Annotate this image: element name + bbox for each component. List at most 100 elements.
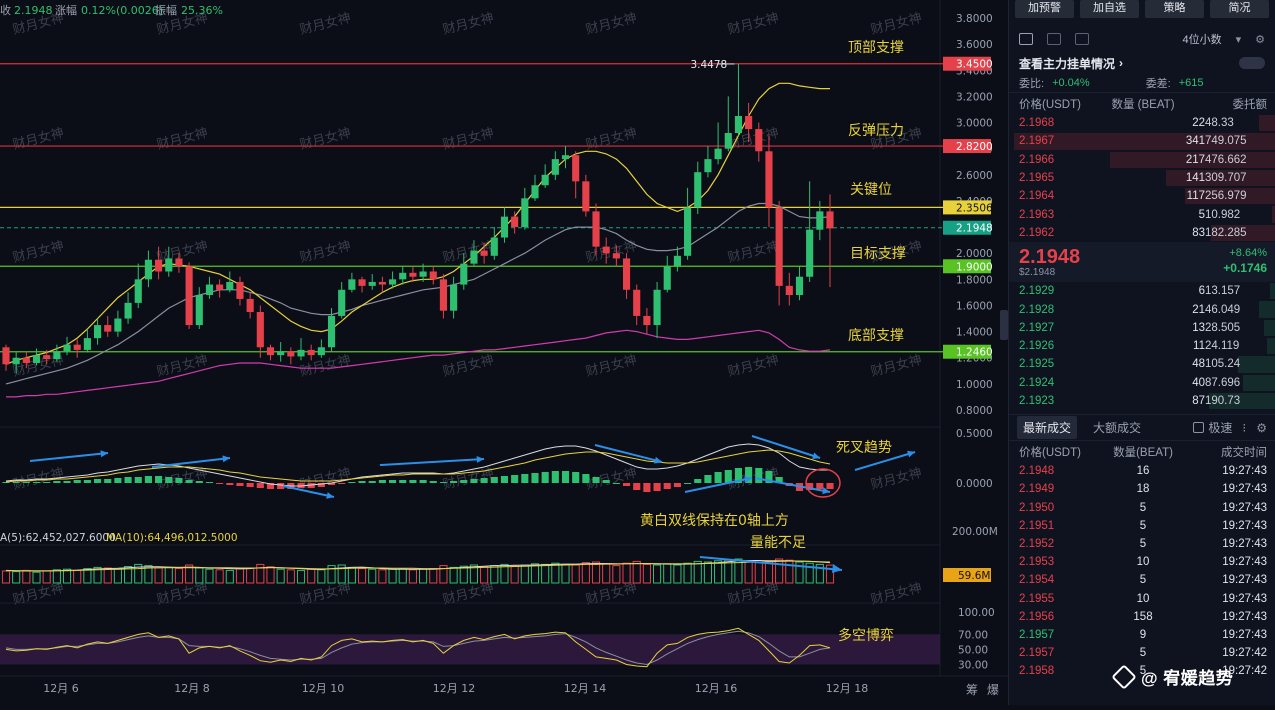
trade-qty: 9 bbox=[1102, 629, 1185, 641]
gear-icon[interactable]: ⚙ bbox=[1255, 33, 1265, 46]
asks-only-icon[interactable] bbox=[1075, 33, 1089, 45]
orderbook-header[interactable]: 查看主力挂单情况 › bbox=[1009, 52, 1275, 74]
trade-time: 19:27:43 bbox=[1184, 593, 1267, 605]
macd-bar bbox=[186, 480, 193, 483]
macd-bar bbox=[13, 482, 20, 483]
trade-qty: 10 bbox=[1102, 556, 1185, 568]
candle-body bbox=[155, 260, 162, 272]
trade-price: 2.1957 bbox=[1019, 629, 1102, 641]
candle-body bbox=[63, 345, 70, 352]
col-trade-time[interactable]: 成交时间 bbox=[1184, 444, 1267, 460]
trade-price: 2.1950 bbox=[1019, 502, 1102, 514]
chart-canvas[interactable]: 财月女神财月女神财月女神财月女神财月女神财月女神财月女神财月女神财月女神财月女神… bbox=[0, 0, 1008, 705]
row-amount: 190.73 bbox=[1205, 395, 1267, 407]
candle-body bbox=[33, 355, 40, 363]
row-qty: 217 bbox=[1143, 154, 1205, 166]
bids-only-icon[interactable] bbox=[1047, 33, 1061, 45]
tab-big-trades[interactable]: 大额成交 bbox=[1087, 416, 1147, 439]
candle-body bbox=[450, 285, 457, 311]
chevron-down-icon[interactable]: ▾ bbox=[1236, 33, 1242, 46]
col-qty[interactable]: 数量 (BEAT) bbox=[1102, 96, 1185, 112]
macd-tick: 0.0000 bbox=[956, 478, 993, 490]
candle-body bbox=[786, 286, 793, 295]
row-amount: 309.707 bbox=[1205, 172, 1267, 184]
add-alert-button[interactable]: 加预警 bbox=[1015, 0, 1074, 18]
row-price: 2.1923 bbox=[1019, 395, 1081, 407]
strategy-button[interactable]: 策略 bbox=[1145, 0, 1204, 18]
col-price[interactable]: 价格(USDT) bbox=[1019, 96, 1102, 112]
orderbook-columns: 价格(USDT) 数量 (BEAT) 委托额 bbox=[1009, 92, 1275, 114]
candle-body bbox=[592, 211, 599, 246]
macd-bar bbox=[348, 482, 355, 483]
price-tick: 3.6000 bbox=[956, 39, 993, 51]
candle-body bbox=[664, 266, 671, 290]
trade-qty: 5 bbox=[1102, 574, 1185, 586]
checkbox-icon[interactable] bbox=[1193, 422, 1204, 433]
panel-collapse-handle[interactable] bbox=[1000, 310, 1008, 340]
row-amount: 28.505 bbox=[1205, 322, 1267, 334]
candle-body bbox=[389, 279, 396, 284]
candle-body bbox=[460, 264, 467, 285]
candle-body bbox=[816, 211, 823, 229]
volume-ma5-label: A(5):62,452,027.6000 bbox=[0, 532, 116, 544]
row-qty: 117 bbox=[1143, 190, 1205, 202]
add-watchlist-button[interactable]: 加自选 bbox=[1080, 0, 1139, 18]
macd-bar bbox=[491, 477, 498, 483]
row-price: 2.1927 bbox=[1019, 322, 1081, 334]
settings-icon[interactable]: ⚙ bbox=[1256, 421, 1267, 435]
candle-body bbox=[104, 325, 111, 332]
candle-body bbox=[430, 271, 437, 279]
main-orders-toggle[interactable] bbox=[1239, 57, 1265, 69]
both-sides-icon[interactable] bbox=[1019, 33, 1033, 45]
candle-body bbox=[409, 273, 416, 277]
macd-bar bbox=[104, 479, 111, 483]
close-label: 收 bbox=[0, 3, 11, 17]
row-amount: 749.075 bbox=[1205, 135, 1267, 147]
trade-time: 19:27:43 bbox=[1184, 502, 1267, 514]
macd-bar bbox=[633, 483, 640, 490]
candle-body bbox=[481, 251, 488, 256]
extreme-label: 极速 bbox=[1208, 419, 1232, 436]
overview-button[interactable]: 简况 bbox=[1210, 0, 1269, 18]
tab-latest-trades[interactable]: 最新成交 bbox=[1017, 416, 1077, 439]
candle-body bbox=[145, 260, 152, 280]
trade-time: 19:27:43 bbox=[1184, 520, 1267, 532]
candle-body bbox=[684, 207, 691, 255]
candle-body bbox=[694, 172, 701, 207]
candle-body bbox=[23, 358, 30, 363]
extreme-checkbox[interactable]: 极速 bbox=[1193, 419, 1232, 436]
col-amount[interactable]: 委托额 bbox=[1184, 96, 1267, 112]
level-tag-text: 1.2460 bbox=[956, 347, 993, 359]
macd-bar bbox=[664, 483, 671, 489]
col-trade-qty[interactable]: 数量(BEAT) bbox=[1102, 444, 1185, 460]
macd-bar bbox=[206, 482, 213, 483]
candle-body bbox=[745, 116, 752, 129]
precision-select[interactable]: 4位小数 bbox=[1182, 31, 1221, 47]
annotation-text: 顶部支撑 bbox=[848, 40, 904, 56]
macd-bar bbox=[613, 483, 620, 484]
trade-time: 19:27:43 bbox=[1184, 465, 1267, 477]
filter-icon[interactable]: ⁝ bbox=[1242, 421, 1246, 435]
price-tick: 1.6000 bbox=[956, 300, 993, 312]
col-trade-price[interactable]: 价格(USDT) bbox=[1019, 444, 1102, 460]
last-price-row: 2.1948 $2.1948 +8.64% +0.1746 bbox=[1009, 242, 1275, 282]
candle-body bbox=[501, 217, 508, 238]
macd-bar bbox=[155, 476, 162, 483]
kline-chart[interactable]: 财月女神财月女神财月女神财月女神财月女神财月女神财月女神财月女神财月女神财月女神… bbox=[0, 0, 1008, 705]
